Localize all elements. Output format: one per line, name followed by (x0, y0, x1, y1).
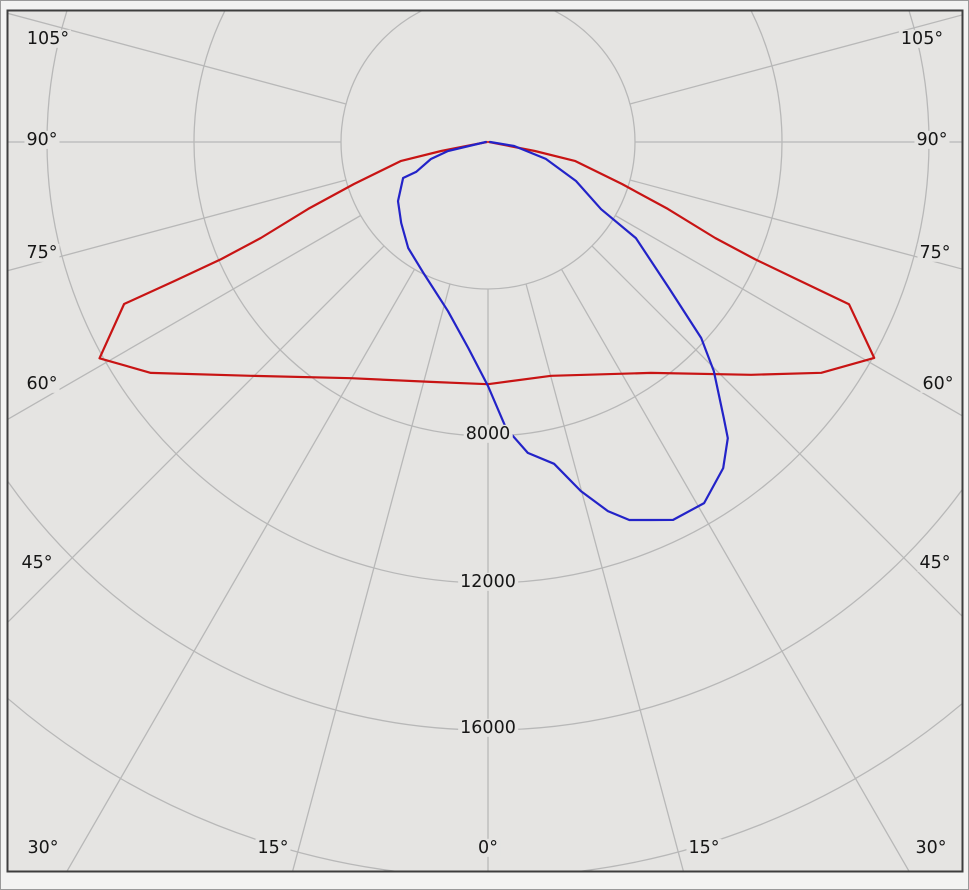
grid-ray-left-75deg (8, 179, 347, 272)
grid-ray-right-45deg (591, 245, 962, 617)
angle-label: 75° (24, 242, 60, 263)
grid-ray-right-15deg (525, 283, 684, 871)
grid-ray-left-15deg (292, 283, 451, 871)
grid-ray-left-60deg (8, 214, 362, 420)
angle-label: 105° (898, 28, 946, 49)
angle-label: 90° (24, 129, 60, 150)
grid-ray-right-60deg (614, 214, 962, 417)
angle-label: 0° (476, 837, 500, 858)
radial-value-label: 8000 (463, 423, 513, 444)
angle-label: 75° (917, 242, 953, 263)
radial-value-label: 16000 (458, 717, 518, 738)
grid-ray-left-45deg (8, 245, 385, 623)
angle-label: 90° (914, 129, 950, 150)
grid-ray-left-105deg (8, 12, 347, 105)
angle-label: 30° (913, 837, 949, 858)
radial-value-label: 12000 (458, 571, 518, 592)
grid-ray-right-30deg (560, 268, 910, 871)
angle-label: 45° (19, 552, 55, 573)
angle-label: 15° (686, 837, 722, 858)
angle-label: 60° (920, 373, 956, 394)
angle-label: 15° (255, 837, 291, 858)
grid-ray-right-105deg (629, 14, 962, 105)
grid-ray-left-30deg (66, 268, 416, 871)
angle-label: 105° (24, 28, 72, 49)
grid-ray-right-75deg (629, 179, 962, 270)
blue-intensity-curve (396, 140, 729, 522)
angle-label: 30° (25, 837, 61, 858)
angle-label: 45° (917, 552, 953, 573)
angle-label: 60° (24, 373, 60, 394)
